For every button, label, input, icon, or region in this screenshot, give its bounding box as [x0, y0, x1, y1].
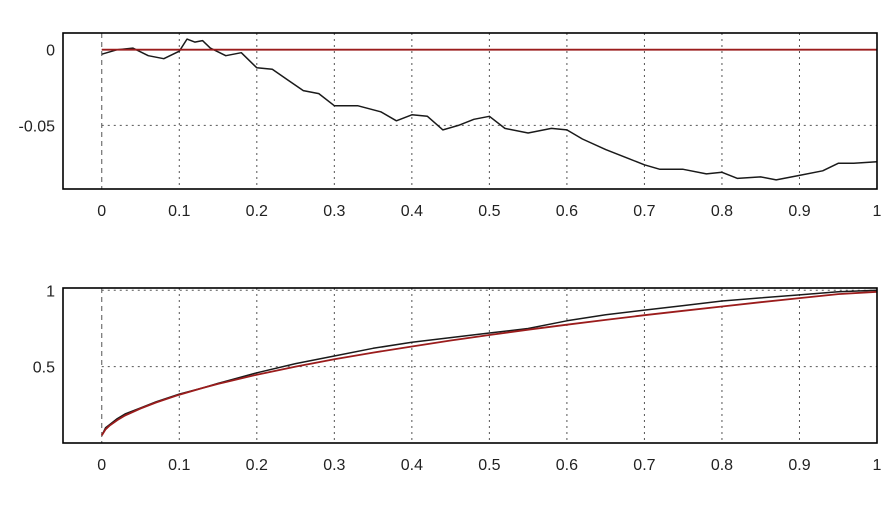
- y-tick-label: -0.05: [19, 118, 56, 135]
- x-tick-label: 0.6: [556, 457, 578, 474]
- plot-frame: [62, 32, 878, 190]
- x-tick-label: 1: [873, 457, 882, 474]
- top-panel: 0 0.1 0.2 0.3 0.4 0.5 0.6 0.7 0.8 0.9 1 0 -0.05: [19, 32, 882, 220]
- x-tick-label: 0.1: [168, 457, 190, 474]
- x-tick-label: 0.4: [401, 203, 423, 220]
- y-tick-label: 0: [46, 43, 55, 60]
- x-tick-label: 0.8: [711, 203, 733, 220]
- x-tick-label: 0.2: [246, 457, 268, 474]
- x-tick-label: 0.9: [788, 203, 810, 220]
- x-tick-label: 0.3: [323, 203, 345, 220]
- series-line-black: [101, 289, 878, 436]
- x-tick-label: 1: [873, 203, 882, 220]
- y-tick-label: 1: [46, 283, 55, 300]
- bottom-panel: 0 0.1 0.2 0.3 0.4 0.5 0.6 0.7 0.8 0.9 1 1 0.5: [33, 283, 882, 474]
- x-tick-label: 0.4: [401, 457, 423, 474]
- x-tick-label: 0.5: [478, 203, 500, 220]
- x-tick-label: 0: [97, 457, 106, 474]
- x-tick-label: 0.3: [323, 457, 345, 474]
- plot-frame: [62, 287, 878, 444]
- x-tick-label: 0: [97, 203, 106, 220]
- y-tick-label: 0.5: [33, 360, 55, 377]
- x-tick-label: 0.7: [633, 457, 655, 474]
- x-tick-label: 0.8: [711, 457, 733, 474]
- series-line-red: [101, 290, 878, 436]
- x-tick-label: 0.2: [246, 203, 268, 220]
- x-tick-label: 0.9: [788, 457, 810, 474]
- x-tick-label: 0.7: [633, 203, 655, 220]
- x-tick-label: 0.1: [168, 203, 190, 220]
- x-tick-label: 0.5: [478, 457, 500, 474]
- x-tick-label: 0.6: [556, 203, 578, 220]
- series-line-black: [101, 38, 878, 181]
